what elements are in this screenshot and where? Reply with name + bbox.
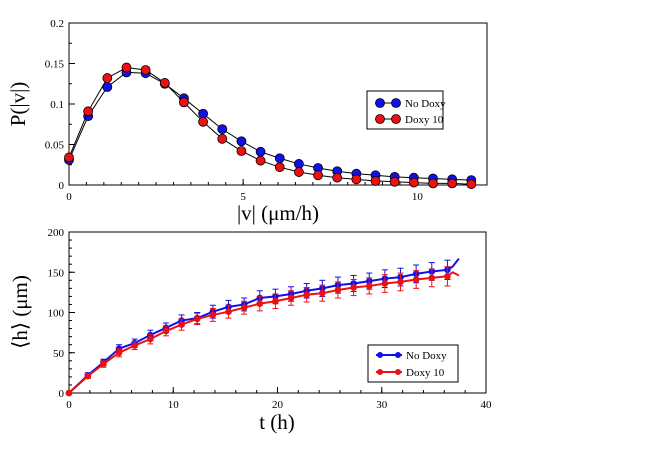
data-point-no-doxy — [255, 146, 266, 157]
y-tick-label: 0.2 — [50, 18, 64, 30]
data-point-doxy-10 — [240, 304, 248, 311]
axis-ticks: 0 10 20 30 40 0 50 100 150 200 — [48, 227, 493, 411]
x-axis-label: |v| (μm/h) — [237, 201, 319, 225]
y-tick-label: 0 — [59, 180, 65, 192]
data-point-doxy-10 — [64, 152, 74, 163]
data-point-no-doxy — [274, 153, 285, 164]
legend-label-doxy-10: Doxy 10 — [405, 114, 444, 126]
x-tick-label: 0 — [66, 191, 72, 203]
data-point-doxy-10 — [255, 155, 266, 166]
data-point-doxy-10 — [179, 97, 189, 108]
x-tick-label: 20 — [272, 399, 284, 411]
data-point-doxy-10 — [365, 282, 373, 290]
y-tick-label: 150 — [48, 267, 65, 279]
legend-marker-doxy-10 — [391, 114, 401, 124]
data-point-doxy-10 — [428, 178, 438, 189]
data-point-doxy-10 — [236, 146, 247, 156]
data-point-doxy-10 — [447, 178, 458, 189]
data-point-doxy-10 — [193, 315, 201, 323]
data-point-doxy-10 — [272, 297, 279, 305]
y-tick-label: 200 — [48, 227, 65, 239]
data-point-no-doxy — [217, 124, 228, 135]
data-point-doxy-10 — [313, 170, 323, 181]
data-point-doxy-10 — [412, 276, 420, 283]
legend-marker-doxy-10 — [377, 369, 383, 375]
legend-marker-no-doxy — [395, 352, 401, 358]
data-point-doxy-10 — [131, 342, 138, 349]
data-point-no-doxy — [198, 108, 209, 119]
legend: No Doxy Doxy 10 — [367, 344, 459, 383]
data-point-doxy-10 — [65, 389, 73, 397]
data-point-doxy-10 — [102, 73, 113, 83]
data-point-doxy-10 — [466, 179, 477, 190]
data-point-doxy-10 — [381, 280, 389, 287]
data-point-doxy-10 — [159, 78, 170, 88]
legend-marker-no-doxy — [391, 98, 401, 108]
x-tick-label: 30 — [376, 399, 388, 411]
data-point-doxy-10 — [303, 291, 310, 299]
data-point-doxy-10 — [428, 274, 436, 282]
legend-label-no-doxy: No Doxy — [405, 98, 446, 110]
data-point-doxy-10 — [162, 327, 170, 335]
data-point-doxy-10 — [370, 176, 381, 186]
y-tick-label: 50 — [53, 348, 65, 360]
legend-label-doxy-10: Doxy 10 — [406, 367, 445, 379]
data-point-doxy-10 — [217, 133, 228, 144]
legend-marker-no-doxy — [375, 98, 385, 108]
data-point-doxy-10 — [350, 284, 357, 291]
x-axis-label: t (h) — [259, 410, 295, 434]
data-point-doxy-10 — [140, 65, 151, 75]
data-point-no-doxy — [236, 136, 247, 147]
data-point-doxy-10 — [334, 286, 342, 294]
y-tick-label: 0.1 — [50, 99, 64, 111]
data-point-doxy-10 — [115, 349, 123, 357]
data-point-doxy-10 — [198, 116, 209, 127]
legend: No Doxy Doxy 10 — [366, 90, 446, 130]
data-point-doxy-10 — [178, 321, 185, 328]
data-point-doxy-10 — [397, 278, 404, 286]
legend-marker-doxy-10 — [375, 114, 385, 124]
data-point-doxy-10 — [225, 308, 232, 315]
data-point-doxy-10 — [256, 300, 264, 307]
legend-label-no-doxy: No Doxy — [406, 350, 447, 362]
data-point-doxy-10 — [147, 335, 154, 343]
legend-marker-doxy-10 — [395, 369, 401, 375]
x-tick-label: 40 — [481, 399, 493, 411]
data-point-doxy-10 — [444, 272, 451, 280]
data-point-doxy-10 — [83, 106, 94, 117]
data-point-doxy-10 — [332, 172, 343, 183]
data-point-no-doxy — [293, 159, 304, 169]
series-line-doxy-10 — [68, 67, 472, 185]
data-point-doxy-10 — [287, 294, 295, 302]
data-point-doxy-10 — [408, 177, 419, 188]
series-line-no-doxy — [68, 71, 472, 181]
x-tick-label: 10 — [168, 399, 180, 411]
data-point-doxy-10 — [319, 289, 326, 297]
legend-box — [367, 344, 459, 383]
x-tick-label: 10 — [412, 191, 424, 203]
y-tick-label: 0.05 — [45, 140, 65, 152]
series-layer — [65, 257, 460, 397]
data-point-doxy-10 — [389, 176, 400, 187]
data-point-doxy-10 — [84, 372, 92, 380]
series-layer — [64, 62, 477, 190]
data-point-doxy-10 — [351, 174, 362, 185]
data-point-doxy-10 — [100, 360, 107, 368]
legend-marker-no-doxy — [377, 352, 383, 358]
y-tick-label: 0.15 — [45, 59, 65, 71]
x-tick-label: 5 — [240, 191, 246, 203]
y-tick-label: 100 — [48, 308, 65, 320]
y-tick-label: 0 — [59, 388, 65, 400]
data-point-doxy-10 — [121, 62, 132, 73]
y-axis-label: P(|v|) — [6, 82, 30, 127]
height-vs-time-chart: 0 10 20 30 40 0 50 100 150 200 t (h) ⟨h⟩ (μm) No … — [8, 227, 492, 434]
data-point-doxy-10 — [293, 167, 304, 177]
velocity-distribution-chart: 0 5 10 0 0.05 0.1 0.15 0.2 |v| (μm/h) P(|v|) No… — [6, 18, 488, 225]
y-axis-label: ⟨h⟩ (μm) — [8, 275, 32, 349]
data-point-doxy-10 — [209, 311, 217, 319]
x-tick-label: 0 — [66, 399, 72, 411]
data-point-doxy-10 — [274, 162, 285, 173]
